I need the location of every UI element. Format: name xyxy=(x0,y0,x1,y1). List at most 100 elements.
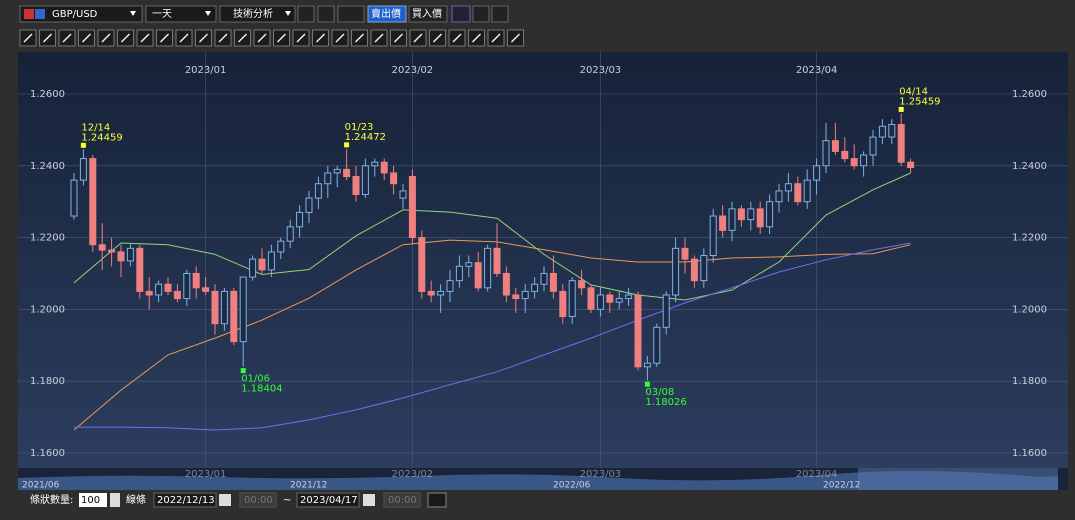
end-time: 00:00 xyxy=(388,495,417,506)
buy-label: 買入價 xyxy=(412,7,442,20)
candle-body xyxy=(869,136,877,156)
candle-body xyxy=(408,176,416,239)
candle-body xyxy=(775,190,783,203)
navigator-faint-label: 2023/04 xyxy=(796,469,838,480)
bar-count-select[interactable] xyxy=(79,493,107,507)
buy-button[interactable] xyxy=(408,5,448,23)
zoom-in-button[interactable] xyxy=(491,5,509,23)
candle-body xyxy=(98,244,106,251)
symbol: GBP/USD xyxy=(52,9,98,20)
tool-icon xyxy=(159,33,170,43)
bar-count: 100 xyxy=(81,495,100,506)
toolbar: GBP/USD 一天 技術分析 賣出價 買入價 xyxy=(19,5,509,23)
candle-body xyxy=(230,290,238,343)
y-tick-label: 1.2400 xyxy=(30,161,65,172)
tool-icon xyxy=(218,33,228,43)
indicator-button[interactable] xyxy=(451,5,471,23)
candle-body xyxy=(512,294,520,300)
tool-icon xyxy=(179,33,189,43)
start-date: 2022/12/13 xyxy=(157,495,215,506)
bar-count-label: 條狀數量: xyxy=(30,493,73,506)
tool-icon xyxy=(198,33,209,43)
candle-body xyxy=(897,124,905,163)
candle-body xyxy=(371,161,379,167)
candle-body xyxy=(549,272,557,292)
candle-body xyxy=(352,176,360,195)
start-date-field[interactable] xyxy=(153,492,217,508)
candle-body xyxy=(79,158,87,181)
candle-body xyxy=(437,290,445,296)
candle-body xyxy=(192,272,200,289)
candle-body xyxy=(333,168,341,174)
extreme-date: 01/23 xyxy=(345,122,374,133)
extreme-value: 1.24472 xyxy=(345,132,386,143)
draw-button[interactable] xyxy=(297,5,315,23)
candle-body xyxy=(615,298,623,303)
flag-icon xyxy=(35,9,45,19)
tool-icon xyxy=(42,33,53,43)
y-tick-label: 1.2200 xyxy=(30,233,65,244)
candle-body xyxy=(841,150,849,160)
symbol-select[interactable] xyxy=(19,5,143,23)
candle-body xyxy=(831,140,839,152)
candle-body xyxy=(521,290,529,300)
candle-body xyxy=(803,179,811,203)
candle-body xyxy=(888,124,896,138)
candle-body xyxy=(239,276,247,343)
candle-body xyxy=(794,183,802,203)
extreme-date: 01/06 xyxy=(241,374,270,385)
calendar-button[interactable] xyxy=(219,494,231,506)
analysis-select[interactable] xyxy=(219,5,296,23)
reset-button[interactable] xyxy=(427,492,447,508)
navigator-faint-label: 2023/03 xyxy=(580,469,622,480)
stepper[interactable] xyxy=(110,493,120,507)
y-tick-label: 1.2200 xyxy=(1012,233,1047,244)
candle-body xyxy=(493,247,501,274)
tool-icon xyxy=(315,33,326,43)
tool-icon xyxy=(393,33,404,43)
candle-body xyxy=(390,172,398,185)
y-tick-label: 1.1800 xyxy=(30,376,65,387)
candle-body xyxy=(662,294,670,328)
candle-body xyxy=(145,290,153,296)
dropdown-arrow xyxy=(130,11,136,16)
period-select[interactable] xyxy=(145,5,217,23)
tool-icon xyxy=(120,33,131,43)
tool-icon xyxy=(81,33,92,43)
candle-body xyxy=(117,251,125,262)
start-time: 00:00 xyxy=(244,495,273,506)
candle-body xyxy=(719,215,727,231)
candle-body xyxy=(324,172,332,185)
zoom-out-button[interactable] xyxy=(472,5,490,23)
calendar-button[interactable] xyxy=(363,494,375,506)
x-tick-label: 2023/02 xyxy=(392,65,434,76)
end-date-field[interactable] xyxy=(296,492,360,508)
sell-button[interactable] xyxy=(367,5,407,23)
candle-body xyxy=(860,154,868,167)
moving-average xyxy=(73,172,911,301)
candle-body xyxy=(286,226,294,242)
plot-bg xyxy=(18,52,1068,468)
navigator-window[interactable] xyxy=(858,468,1058,490)
tool-icon xyxy=(296,33,306,43)
candle-body xyxy=(465,262,473,267)
tool-icon xyxy=(510,33,521,43)
extreme-marker xyxy=(644,381,650,387)
start-time-field[interactable] xyxy=(239,492,277,508)
x-tick-label: 2023/03 xyxy=(580,65,622,76)
end-time-field[interactable] xyxy=(383,492,421,508)
candle-body xyxy=(728,208,736,231)
candle-body xyxy=(173,290,181,300)
y-tick-label: 1.1800 xyxy=(1012,376,1047,387)
chart-style-button[interactable] xyxy=(337,5,365,23)
range-sep: ~ xyxy=(283,495,291,506)
tool-icon xyxy=(276,33,287,43)
candle-body xyxy=(89,158,97,246)
flag-icon xyxy=(24,9,34,19)
navigator-faint-label: 2023/02 xyxy=(392,469,434,480)
candle-body xyxy=(568,280,576,318)
tool-icon xyxy=(23,33,33,43)
drawing-toolbar xyxy=(19,29,524,47)
candle-body xyxy=(314,183,322,199)
info-button[interactable] xyxy=(317,5,335,23)
